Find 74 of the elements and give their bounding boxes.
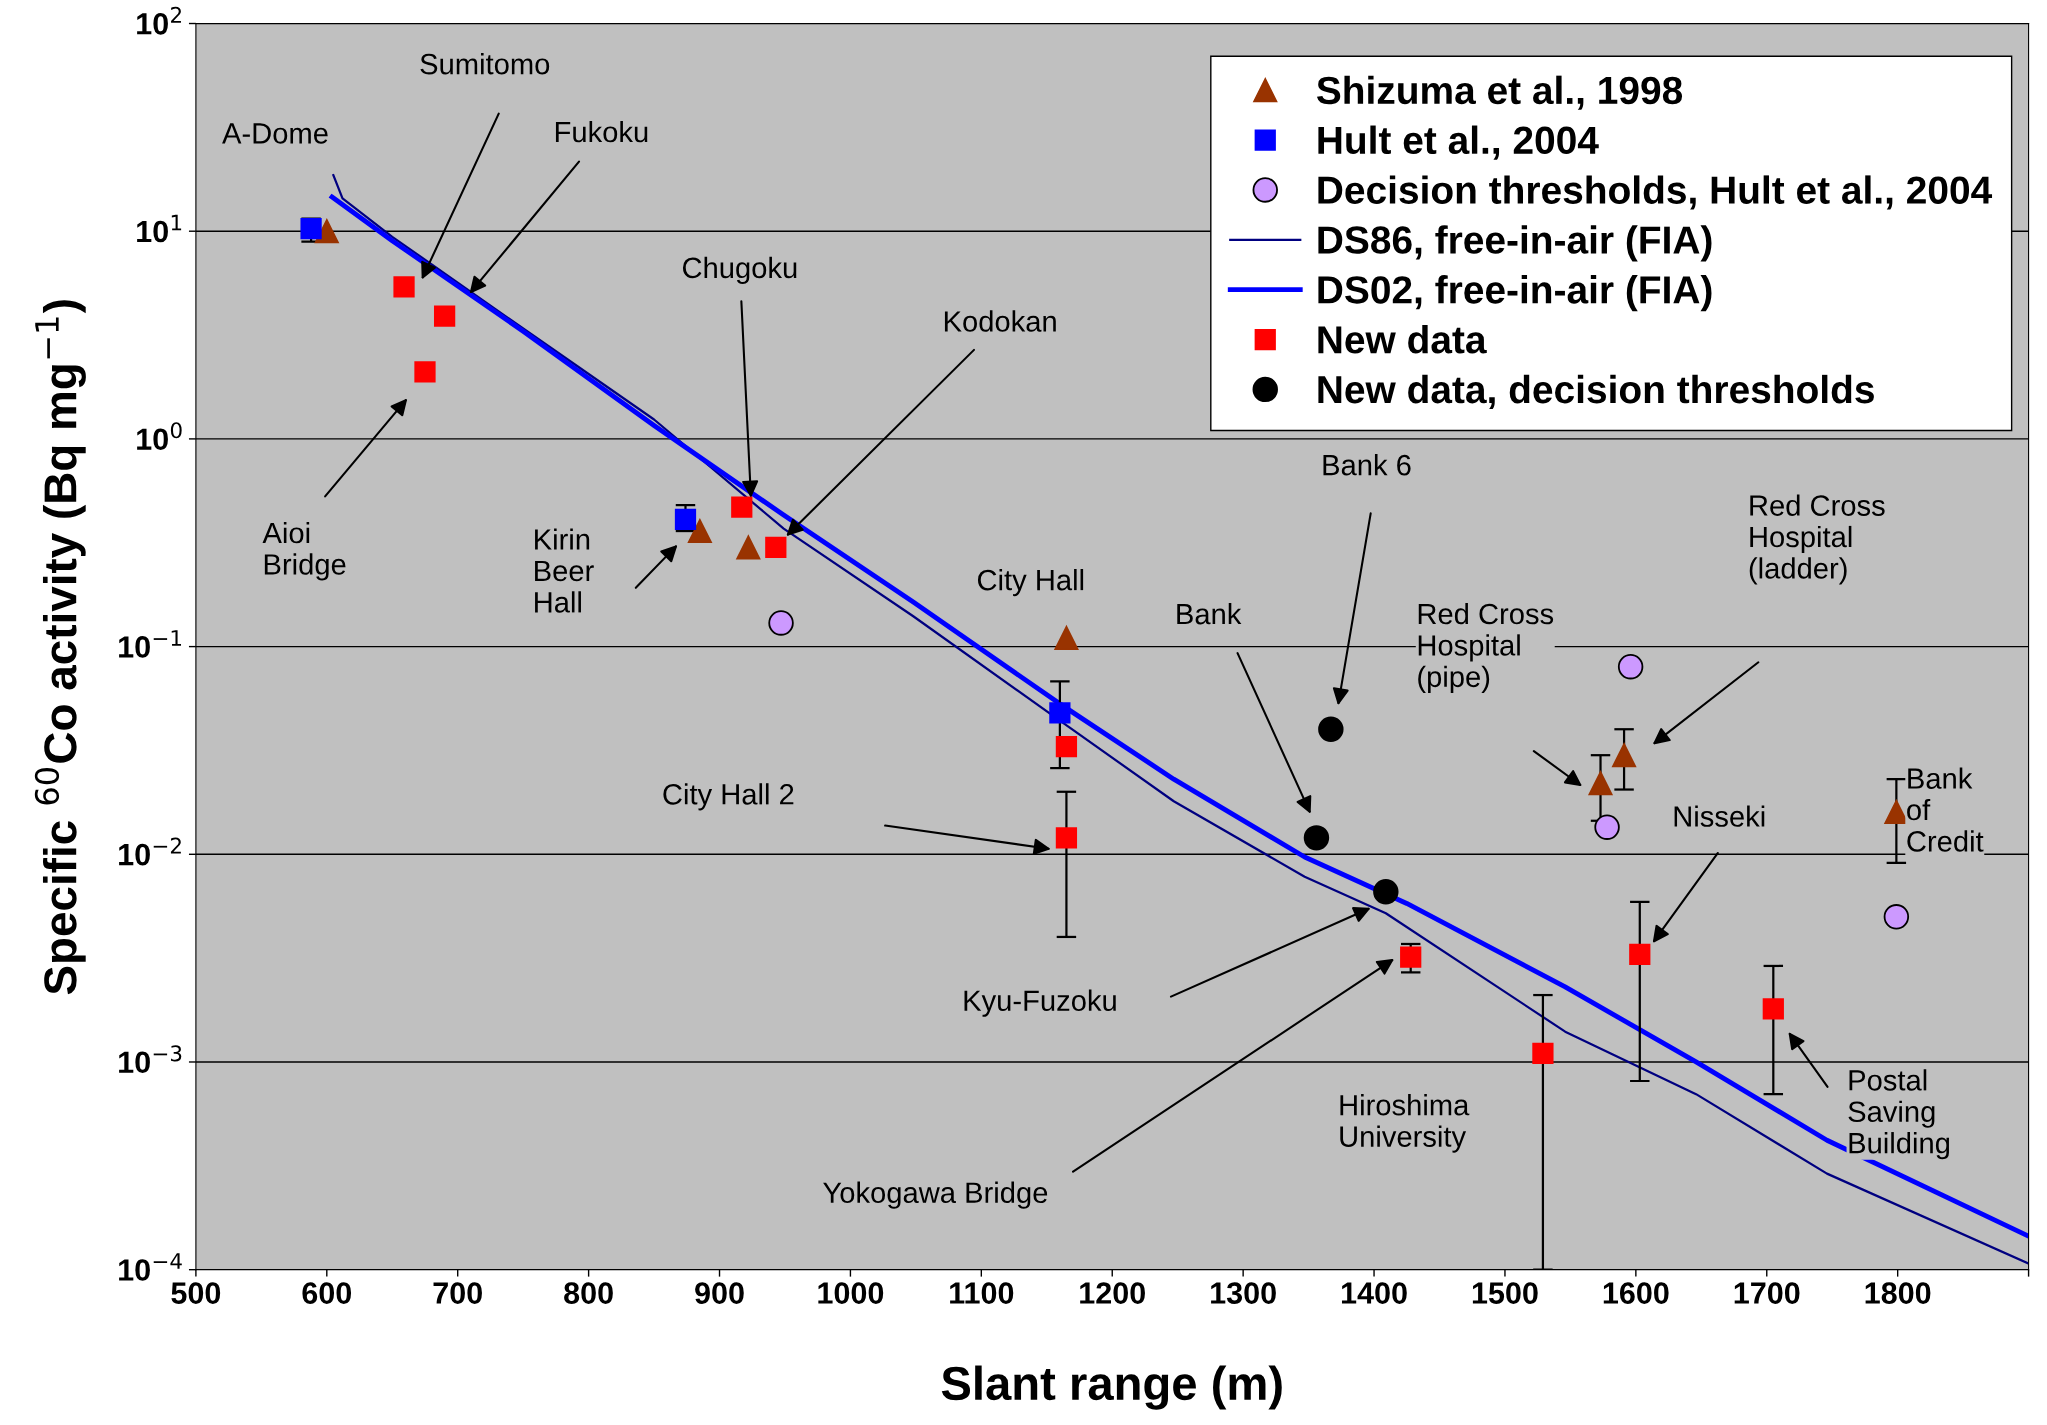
annotation: Bank — [1177, 602, 1242, 625]
point — [1373, 879, 1399, 905]
point — [1318, 716, 1344, 742]
point — [1055, 827, 1078, 849]
annotation: Kirin Beer Hall — [535, 528, 594, 613]
x-tick-label: 1300 — [1211, 1282, 1276, 1304]
annotation: Red Cross Hospital (pipe) — [1418, 602, 1554, 693]
annotation: Postal Saving Building — [1848, 1069, 1950, 1160]
annotation: Nisseki — [1674, 805, 1765, 827]
annotation: Bank of Credit — [1907, 767, 1984, 852]
x-axis-title: Slant range (m) — [941, 1365, 1282, 1410]
annotation: Aioi Bridge — [262, 521, 346, 581]
x-tick-label: 1800 — [1865, 1282, 1931, 1304]
point — [1303, 825, 1330, 851]
point — [1588, 771, 1613, 796]
point — [1400, 946, 1422, 968]
y-tick-label: 10$^{−4}$ — [119, 1253, 182, 1281]
y-tick-label: 10$^{−1}$ — [119, 630, 182, 658]
x-tick-label: 1100 — [950, 1282, 1014, 1304]
x-tick-label: 1000 — [818, 1282, 884, 1304]
annotation: Hiroshima University — [1340, 1094, 1470, 1153]
x-tick-label: 800 — [564, 1282, 613, 1304]
legend-label: DS86, free-in-air (FIA) — [1318, 225, 1712, 262]
annotation: A-Dome — [222, 123, 328, 144]
annotation: City Hall 2 — [663, 783, 794, 811]
point — [1594, 814, 1620, 840]
point — [414, 361, 436, 383]
legend-label: Hult et al., 2004 — [1318, 125, 1599, 160]
point — [1612, 743, 1637, 768]
y-tick-label: 10$^{1}$ — [137, 214, 182, 243]
point — [1762, 998, 1784, 1020]
legend-label: DS02, free-in-air (FIA) — [1318, 275, 1712, 312]
annotation: Sumitomo — [420, 53, 550, 75]
point — [433, 305, 456, 327]
point — [768, 610, 794, 636]
point — [1532, 1042, 1554, 1065]
annotation: Kyu-Fuzoku — [964, 989, 1116, 1017]
annotation: Red Cross Hospital (ladder) — [1749, 494, 1885, 585]
point — [1049, 702, 1071, 724]
legend-label: New data, decision thresholds — [1318, 374, 1874, 410]
point — [765, 536, 787, 559]
annotation: City Hall — [977, 568, 1084, 597]
x-tick-label: 500 — [171, 1282, 221, 1304]
point — [674, 508, 697, 530]
x-tick-label: 1700 — [1734, 1282, 1800, 1304]
y-tick-label: 10$^{0}$ — [137, 422, 182, 451]
y-tick-label: 10$^{−2}$ — [119, 837, 181, 866]
annotation: Yokogawa Bridge — [823, 1181, 1048, 1209]
legend-label: Shizuma et al., 1998 — [1316, 75, 1683, 110]
point — [731, 496, 753, 518]
annotation: Kodokan — [944, 310, 1056, 332]
annotation: Fukoku — [555, 120, 648, 143]
y-axis-title: Specific $^{60}$Co activity (Bq mg$^{−1}$) — [34, 300, 86, 995]
x-tick-label: 900 — [695, 1282, 744, 1304]
point — [1617, 654, 1644, 680]
annotation: Chugoku — [682, 256, 797, 284]
point — [1054, 625, 1079, 651]
y-tick-label: 10$^{2}$ — [137, 6, 181, 35]
point — [1883, 904, 1910, 930]
legend-label: New data — [1318, 324, 1487, 354]
point — [393, 276, 415, 298]
annotation: Bank 6 — [1323, 454, 1411, 476]
point — [736, 535, 761, 560]
x-tick-label: 1600 — [1603, 1282, 1669, 1304]
point — [687, 519, 712, 544]
x-tick-label: 1400 — [1341, 1282, 1407, 1304]
point — [1055, 735, 1078, 758]
x-tick-label: 1500 — [1472, 1282, 1538, 1304]
x-tick-label: 600 — [302, 1282, 352, 1304]
x-tick-label: 700 — [433, 1282, 482, 1304]
y-tick-label: 10$^{−3}$ — [119, 1045, 182, 1074]
point — [1629, 943, 1651, 965]
legend-label: Decision thresholds, Hult et al., 2004 — [1318, 175, 1993, 210]
x-tick-label: 1200 — [1080, 1282, 1145, 1304]
